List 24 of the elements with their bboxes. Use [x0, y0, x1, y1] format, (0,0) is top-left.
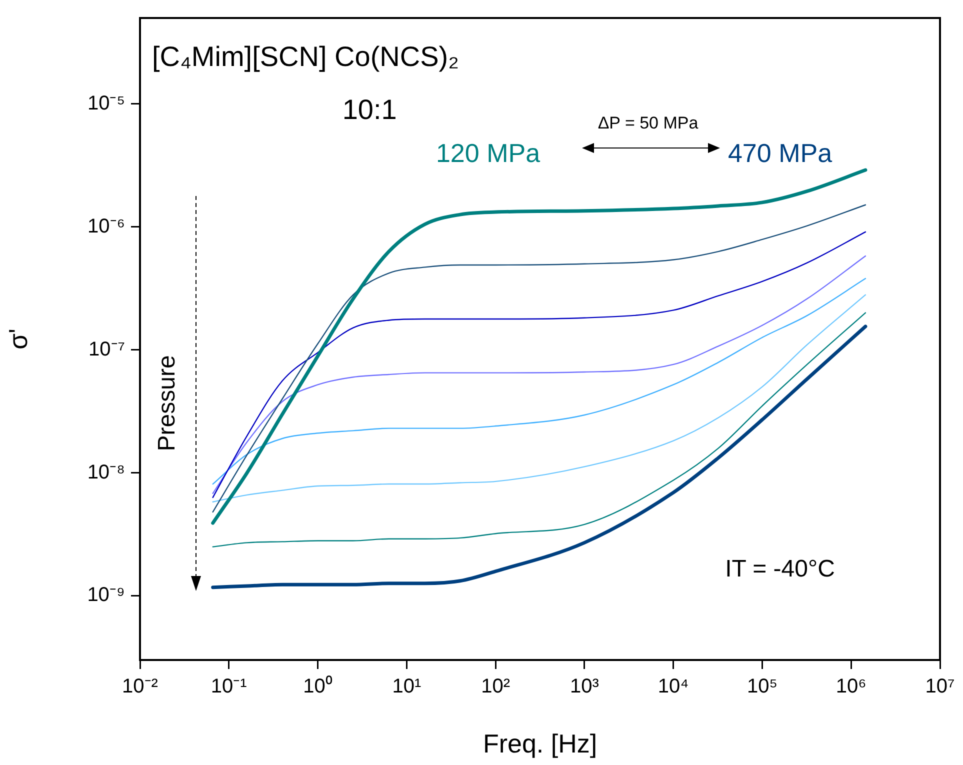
annotation: Pressure [154, 355, 181, 452]
annotation: 10:1 [342, 94, 397, 125]
x-tick-label: 10⁴ [658, 676, 689, 698]
x-tick-label: 10¹ [392, 676, 422, 698]
x-tick-label: 10² [481, 676, 510, 698]
x-axis-title: Freq. [Hz] [482, 728, 598, 759]
x-tick-label: 10³ [570, 676, 600, 698]
y-tick-label: 10⁻⁶ [88, 215, 125, 238]
text: 470 MPa [728, 138, 833, 168]
x-tick-label: 10⁷ [925, 676, 955, 698]
y-tick-label: 10⁻⁵ [87, 92, 125, 114]
x-tick-label: 10⁰ [303, 674, 332, 698]
x-tick-label: 10⁶ [836, 676, 866, 698]
x-tick-label: 10⁵ [746, 676, 778, 698]
y-axis-title: σ' [2, 328, 33, 350]
y-tick-label: 10⁻⁷ [88, 338, 125, 360]
text: [C₄Mim][SCN] Co(NCS)₂ [152, 41, 459, 72]
y-tick-label: 10⁻⁹ [87, 584, 125, 606]
x-tick-label: 10⁻² [122, 676, 158, 698]
y-tick-label: 10⁻⁸ [87, 461, 125, 484]
x-tick-label: 10⁻¹ [210, 676, 248, 698]
annotation: ΔP = 50 MPa [598, 114, 699, 133]
series-label: 120 MPa [436, 138, 541, 168]
annotation: IT = -40°C [725, 556, 835, 583]
